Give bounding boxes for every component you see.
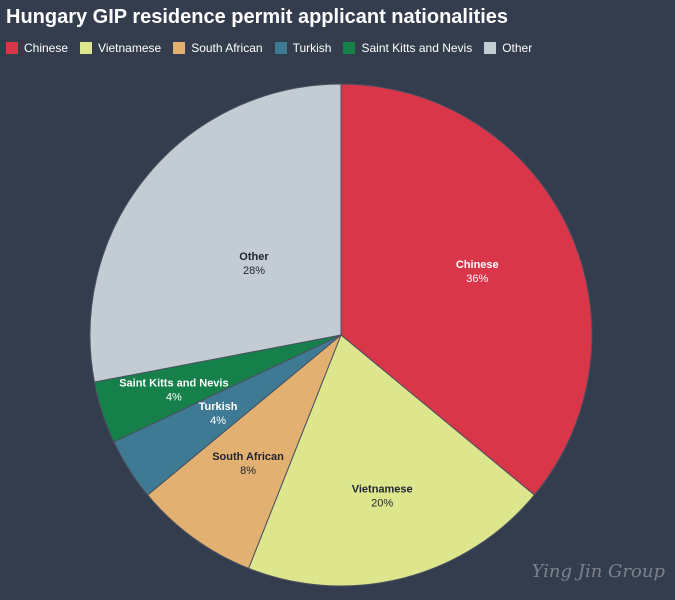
legend-label: Chinese bbox=[24, 41, 69, 55]
legend-swatch bbox=[484, 42, 497, 54]
watermark-text: Ying Jin Group bbox=[531, 561, 665, 582]
legend-item[interactable]: Chinese bbox=[6, 41, 68, 55]
legend-swatch bbox=[6, 42, 18, 54]
legend-item[interactable]: Turkish bbox=[274, 41, 332, 55]
legend-swatch bbox=[80, 42, 93, 54]
legend-item[interactable]: South African bbox=[173, 41, 263, 55]
slice-label: Other bbox=[239, 251, 269, 263]
pie-slice[interactable] bbox=[146, 334, 342, 570]
slice-percent-label: 4% bbox=[210, 415, 226, 427]
legend-swatch bbox=[274, 42, 287, 54]
slice-percent-label: 4% bbox=[166, 391, 182, 403]
legend-label: Other bbox=[502, 41, 533, 55]
slice-percent-label: 28% bbox=[243, 265, 265, 277]
legend-item[interactable]: Other bbox=[484, 41, 532, 55]
pie-slice[interactable] bbox=[247, 334, 536, 587]
slice-label: Saint Kitts and Nevis bbox=[119, 377, 228, 389]
slice-percent-label: 8% bbox=[240, 465, 256, 477]
slice-percent-label: 36% bbox=[466, 273, 488, 285]
pie-slice[interactable] bbox=[89, 83, 342, 383]
legend-label: Vietnamese bbox=[98, 41, 162, 55]
slice-label: Chinese bbox=[456, 259, 499, 271]
legend-item[interactable]: Saint Kitts and Nevis bbox=[343, 41, 472, 55]
legend-label: Turkish bbox=[292, 41, 332, 55]
chart-title: Hungary GIP residence permit applicant n… bbox=[6, 6, 508, 28]
pie-slice[interactable] bbox=[340, 83, 593, 496]
slice-label: Vietnamese bbox=[352, 483, 413, 495]
slice-label: Turkish bbox=[199, 401, 238, 413]
legend-label: South African bbox=[191, 41, 263, 55]
legend-label: Saint Kitts and Nevis bbox=[361, 41, 473, 55]
chart-legend: Chinese Vietnamese South African Turkish Sai… bbox=[6, 41, 544, 55]
legend-swatch bbox=[343, 42, 356, 54]
legend-item[interactable]: Vietnamese bbox=[80, 41, 161, 55]
legend-swatch bbox=[173, 42, 186, 54]
slice-percent-label: 20% bbox=[371, 497, 393, 509]
slice-label: South African bbox=[212, 451, 284, 463]
